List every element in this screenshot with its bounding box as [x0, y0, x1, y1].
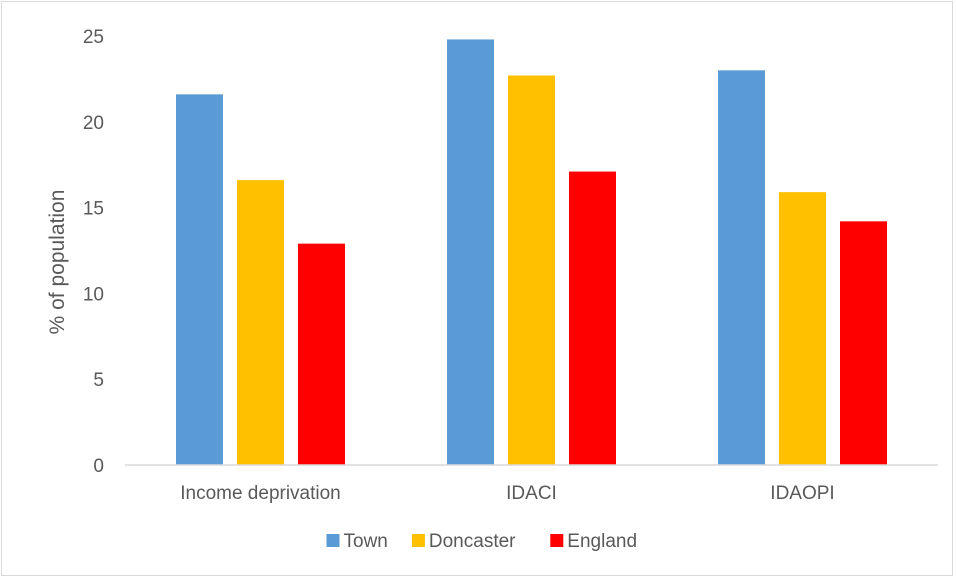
y-axis-ticks: 0 5 10 15 20 25: [83, 27, 104, 477]
y-tick-label: 25: [83, 27, 104, 48]
bar-doncaster-1: [237, 180, 284, 466]
x-category-label: Income deprivation: [180, 483, 341, 504]
y-tick-label: 5: [93, 370, 104, 391]
legend-label-doncaster: Doncaster: [429, 531, 516, 552]
y-tick-label: 10: [83, 284, 104, 305]
legend-label-england: England: [567, 531, 637, 552]
y-tick-label: 20: [83, 113, 104, 134]
legend-swatch-doncaster: [411, 534, 425, 547]
bar-england-2: [569, 171, 616, 465]
bar-town-2: [447, 39, 494, 465]
legend-label-town: Town: [344, 531, 388, 552]
legend-swatch-town: [326, 534, 340, 547]
y-tick-label: 0: [93, 456, 104, 477]
legend: Town Doncaster England: [326, 531, 637, 552]
y-tick-label: 15: [83, 199, 104, 220]
bars: [176, 39, 887, 466]
bar-town-3: [718, 70, 765, 465]
x-category-label: IDAOPI: [770, 483, 834, 504]
bar-doncaster-3: [779, 192, 826, 465]
bar-england-3: [840, 221, 887, 465]
legend-swatch-england: [550, 534, 564, 547]
bar-town-1: [176, 94, 223, 466]
y-axis-label: % of population: [46, 190, 69, 335]
x-category-label: IDACI: [506, 483, 557, 504]
bar-doncaster-2: [508, 75, 555, 465]
x-axis-categories: Income deprivation IDACI IDAOPI: [180, 483, 834, 504]
bar-england-1: [298, 243, 345, 465]
